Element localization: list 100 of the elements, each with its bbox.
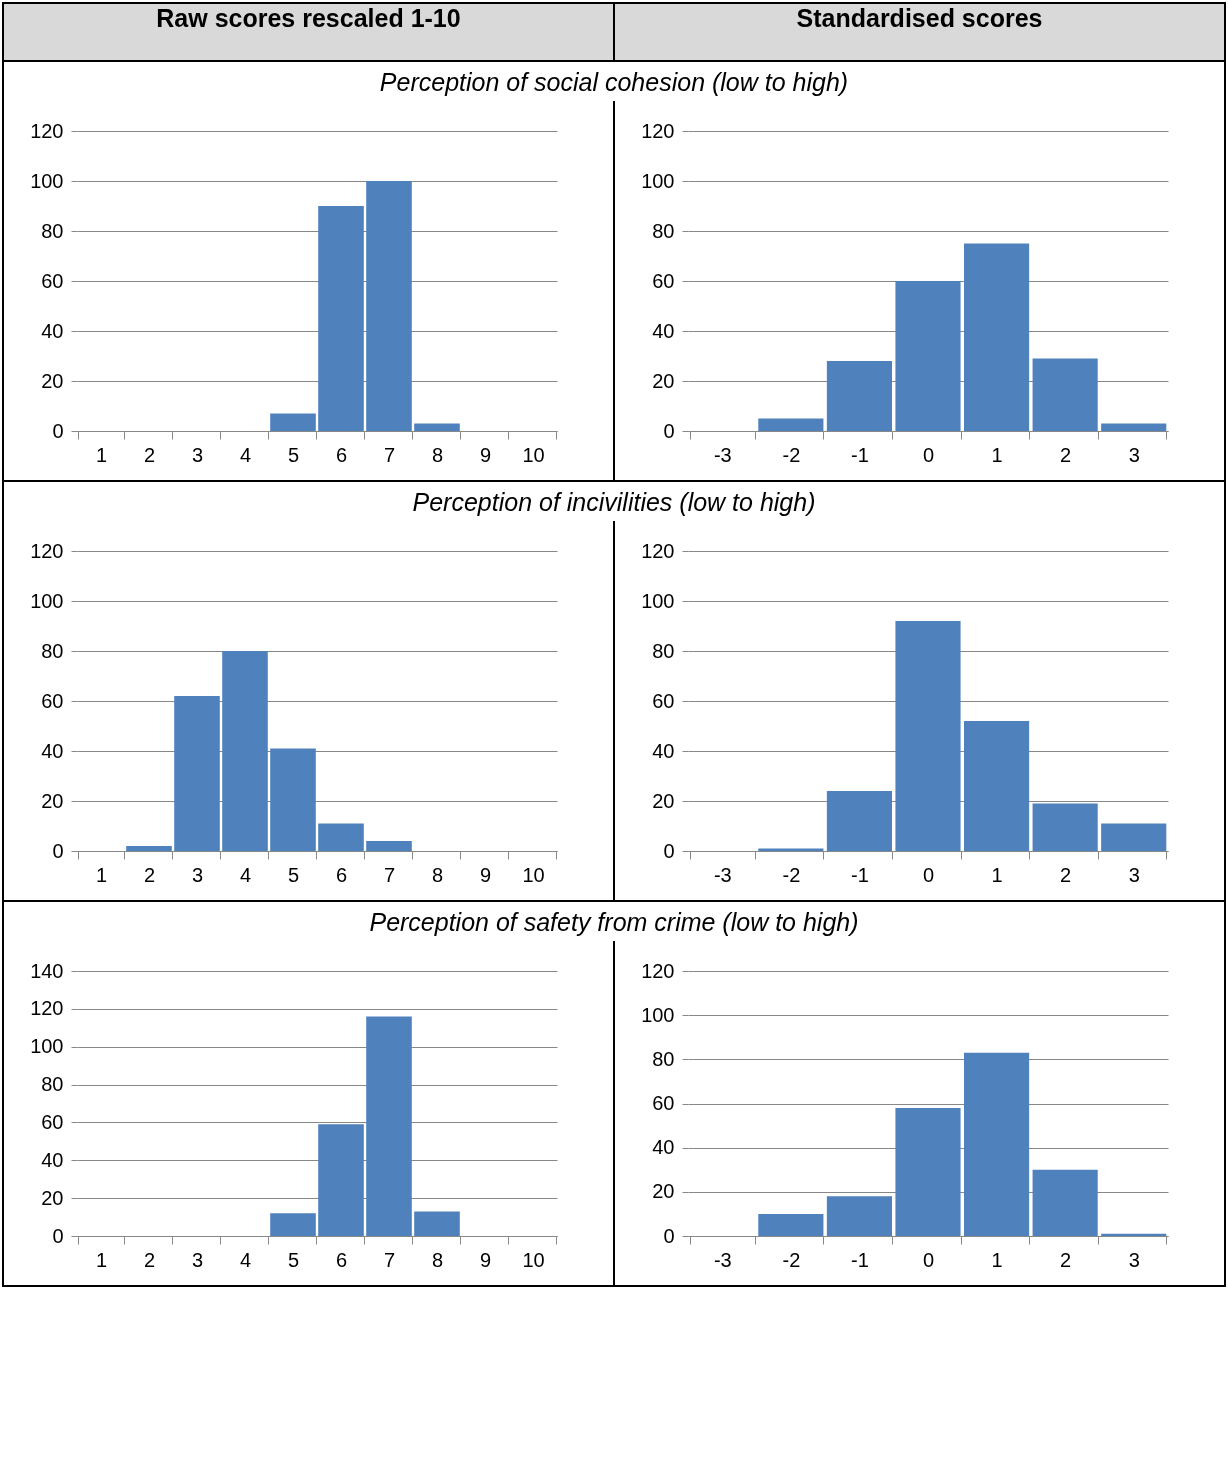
x-tick-label: 2 — [143, 443, 156, 466]
y-tick-label: 0 — [52, 419, 64, 442]
x-tick-label: 6 — [335, 863, 348, 886]
x-tick-label: 3 — [1128, 863, 1140, 886]
y-tick-label: 100 — [641, 589, 675, 612]
x-tick-label: 5 — [287, 443, 300, 466]
y-tick-label: 40 — [41, 319, 64, 342]
y-tick-label: 0 — [663, 419, 675, 442]
y-tick-label: 60 — [652, 269, 675, 292]
y-tick-label: 0 — [663, 839, 675, 862]
bar — [964, 243, 1030, 431]
x-tick-label: 9 — [479, 863, 492, 886]
y-tick-label: 60 — [652, 1092, 675, 1114]
y-tick-label: 140 — [30, 959, 64, 982]
y-tick-label: 60 — [41, 269, 64, 292]
bar — [414, 423, 460, 431]
bar — [318, 206, 364, 431]
chart-subtitle: Standardised scores — [614, 3, 1225, 61]
chart-subtitle: Raw scores rescaled 1-10 — [3, 3, 614, 61]
text: Perception of incivilities (low to high) — [3, 481, 1225, 521]
x-tick-label: 7 — [383, 443, 396, 466]
bar — [1101, 1233, 1167, 1236]
x-tick-label: -1 — [851, 863, 869, 886]
y-tick-label: 100 — [30, 169, 64, 192]
x-tick-label: 8 — [431, 1248, 444, 1271]
x-tick-label: -2 — [782, 1248, 801, 1271]
y-tick-label: 0 — [663, 1224, 675, 1247]
x-tick-label: 2 — [143, 863, 156, 886]
x-tick-label: 3 — [1128, 1248, 1140, 1271]
y-tick-label: 60 — [652, 689, 675, 712]
y-tick-label: 80 — [41, 639, 64, 662]
x-tick-label: 3 — [191, 1248, 204, 1271]
x-tick-label: 5 — [287, 863, 300, 886]
y-tick-label: 60 — [41, 1110, 64, 1133]
y-tick-label: 40 — [652, 739, 675, 762]
x-tick-label: -2 — [782, 443, 801, 466]
bar — [414, 1211, 460, 1236]
y-tick-label: 100 — [30, 1035, 64, 1058]
bar — [1032, 803, 1098, 851]
x-tick-label: 0 — [922, 1248, 935, 1271]
x-tick-label: 2 — [1060, 863, 1072, 886]
x-tick-label: 0 — [922, 863, 935, 886]
y-tick-label: 120 — [641, 959, 675, 982]
y-tick-label: 120 — [641, 539, 675, 562]
y-tick-label: 100 — [30, 589, 64, 612]
x-tick-label: 8 — [431, 863, 444, 886]
bar — [758, 418, 824, 431]
x-tick-label: 1 — [991, 1248, 1003, 1271]
bar — [318, 823, 364, 851]
x-tick-label: 1 — [95, 863, 108, 886]
x-tick-label: 10 — [522, 863, 545, 886]
x-tick-label: 8 — [431, 443, 444, 466]
bar — [366, 181, 412, 431]
bar — [126, 846, 172, 851]
bar — [758, 1213, 824, 1236]
bar — [895, 281, 961, 431]
x-tick-label: 4 — [239, 1248, 252, 1271]
x-tick-label: 3 — [191, 863, 204, 886]
x-tick-label: -3 — [713, 1248, 732, 1271]
y-tick-label: 40 — [652, 1136, 675, 1159]
bar — [270, 413, 316, 431]
bar — [1101, 423, 1167, 431]
y-tick-label: 100 — [641, 169, 675, 192]
x-tick-label: 5 — [287, 1248, 300, 1271]
y-tick-label: 20 — [41, 1186, 64, 1209]
y-tick-label: 80 — [652, 639, 675, 662]
x-tick-label: 6 — [335, 1248, 348, 1271]
y-tick-label: 80 — [41, 219, 64, 242]
x-tick-label: 2 — [1060, 1248, 1072, 1271]
bar — [366, 1016, 412, 1236]
bar — [895, 1107, 961, 1236]
x-tick-label: 3 — [1128, 443, 1140, 466]
y-tick-label: 20 — [41, 789, 64, 812]
x-tick-label: 3 — [191, 443, 204, 466]
y-tick-label: 60 — [41, 689, 64, 712]
bar — [895, 621, 961, 851]
bar — [270, 748, 316, 851]
x-tick-label: 9 — [479, 1248, 492, 1271]
bar — [174, 696, 220, 851]
bar — [318, 1124, 364, 1236]
bar — [1032, 358, 1098, 431]
y-tick-label: 120 — [641, 119, 675, 142]
bar — [1101, 823, 1167, 851]
x-tick-label: 6 — [335, 443, 348, 466]
x-tick-label: 2 — [1060, 443, 1072, 466]
y-tick-label: 20 — [41, 369, 64, 392]
y-tick-label: 100 — [641, 1003, 675, 1026]
y-tick-label: 0 — [52, 1224, 64, 1247]
bar — [826, 361, 892, 431]
bar — [366, 841, 412, 851]
y-tick-label: 120 — [30, 119, 64, 142]
x-tick-label: 4 — [239, 863, 252, 886]
x-tick-label: 1 — [991, 863, 1003, 886]
y-tick-label: 80 — [652, 219, 675, 242]
x-tick-label: 4 — [239, 443, 252, 466]
text: Perception of safety from crime (low to high) — [3, 901, 1225, 941]
bar — [270, 1213, 316, 1236]
x-tick-label: -1 — [851, 1248, 869, 1271]
y-tick-label: 20 — [652, 1180, 675, 1203]
x-tick-label: 1 — [95, 1248, 108, 1271]
